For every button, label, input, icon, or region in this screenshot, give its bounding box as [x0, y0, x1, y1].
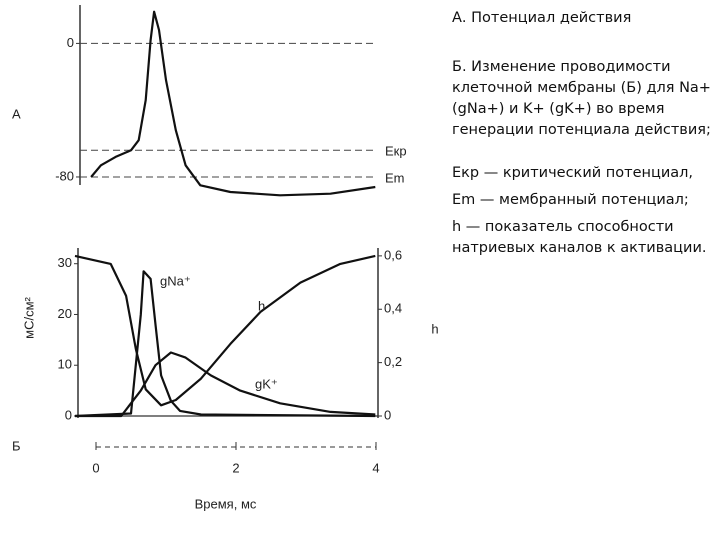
y-tick-label: 0 — [65, 407, 72, 422]
series-label: gNa⁺ — [160, 273, 191, 288]
x-axis-label: Время, мс — [195, 496, 257, 511]
x-tick-label: 0 — [92, 460, 99, 475]
panel-label: Б — [12, 438, 21, 453]
y2-tick-label: 0,6 — [384, 247, 402, 262]
y2-tick-label: 0 — [384, 407, 391, 422]
reference-label: Em — [385, 170, 405, 185]
series-label: gK⁺ — [255, 376, 278, 391]
y-tick-label: 0 — [67, 35, 74, 50]
x-tick-label: 2 — [232, 460, 239, 475]
caption-title: А. Потенциал действия — [452, 10, 632, 26]
series-line — [74, 270, 376, 418]
caption-paragraph: Б. Изменение проводимости клеточной мемб… — [452, 59, 711, 138]
reference-label: Екр — [385, 144, 407, 159]
y2-axis-label: h — [431, 321, 438, 336]
panel-label: А — [12, 106, 21, 121]
y-tick-label: -80 — [55, 168, 74, 183]
caption: А. Потенциал действия Б. Изменение прово… — [452, 8, 714, 271]
y-tick-label: 10 — [58, 357, 72, 372]
figure: А -80 0 Екр Em Б 0 10 20 30 0 0,2 0,4 0,6 мС/см² h 0 2 4 Вр… — [12, 5, 439, 511]
y-tick-label: 20 — [58, 306, 72, 321]
series-line — [74, 254, 376, 407]
series-line — [90, 10, 376, 197]
series-label: h — [258, 298, 265, 313]
caption-paragraph: h — показатель способности натриевых кан… — [452, 219, 707, 256]
y-axis-label: мС/см² — [21, 296, 36, 338]
x-tick-label: 4 — [372, 460, 379, 475]
caption-paragraph: Екр — критический потенциал, — [452, 165, 694, 181]
caption-paragraph: Em — мембранный потенциал; — [452, 192, 689, 208]
y2-tick-label: 0,2 — [384, 354, 402, 369]
y2-tick-label: 0,4 — [384, 301, 402, 316]
y-tick-label: 30 — [58, 255, 72, 270]
series-line — [75, 351, 376, 418]
